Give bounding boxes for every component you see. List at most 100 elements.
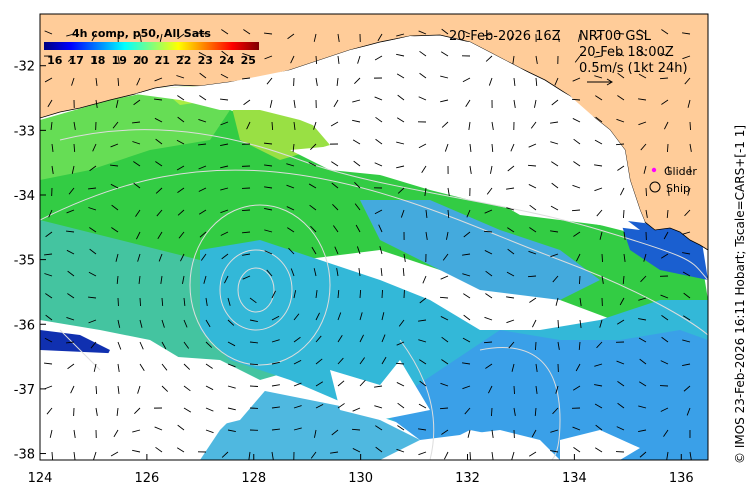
current-arrow [424, 187, 427, 196]
current-arrow [155, 138, 163, 145]
current-arrow [352, 119, 361, 123]
current-arrow [264, 250, 273, 255]
current-arrow [44, 253, 53, 256]
current-arrow [249, 363, 259, 366]
current-arrow [594, 139, 603, 145]
current-arrow [571, 209, 581, 212]
current-arrow [506, 187, 515, 190]
current-arrow [359, 357, 366, 365]
current-arrow [246, 121, 251, 130]
current-arrow [117, 385, 120, 394]
current-arrow [337, 289, 340, 299]
current-arrow [198, 143, 207, 146]
current-arrow [469, 143, 472, 152]
current-arrow [264, 229, 273, 233]
current-arrow [88, 271, 97, 277]
current-arrow [531, 429, 537, 438]
current-arrow [290, 55, 295, 64]
current-arrow [513, 99, 516, 108]
current-arrow [663, 429, 669, 437]
current-arrow [310, 143, 317, 150]
current-arrow [381, 312, 385, 321]
current-arrow [286, 206, 295, 211]
current-arrow [359, 289, 362, 299]
current-arrow [293, 336, 301, 343]
current-arrow [682, 32, 691, 35]
current-arrow [70, 385, 75, 394]
current-arrow [243, 99, 251, 106]
header-vector-scale: 0.5m/s (1kt 24h) [579, 61, 688, 76]
current-arrow [509, 33, 515, 41]
current-arrow [484, 316, 493, 321]
x-tick-label: 128 [241, 471, 266, 486]
current-arrow [468, 121, 471, 130]
current-arrow [220, 121, 229, 126]
current-arrow [220, 209, 229, 214]
current-arrow [485, 55, 493, 62]
current-arrow [177, 95, 185, 101]
current-arrow [110, 183, 119, 189]
current-arrow [579, 319, 582, 328]
current-arrow [550, 230, 559, 233]
current-arrow [396, 341, 405, 346]
current-arrow [158, 253, 163, 262]
current-arrow [242, 253, 251, 256]
current-arrow [667, 143, 669, 153]
current-arrow [638, 337, 647, 343]
current-arrow [271, 406, 280, 409]
current-arrow [551, 99, 559, 106]
current-arrow [594, 164, 603, 167]
current-arrow [469, 165, 472, 174]
current-arrow [155, 161, 163, 167]
current-arrow [287, 227, 295, 233]
current-arrow [532, 319, 537, 328]
current-arrow [51, 143, 54, 152]
current-arrow [578, 341, 581, 351]
current-arrow [133, 161, 141, 167]
current-arrow [400, 209, 405, 218]
current-arrow [419, 297, 427, 304]
current-arrow [599, 231, 603, 240]
current-arrow [484, 250, 493, 255]
current-arrow [418, 451, 427, 456]
current-arrow [374, 405, 383, 409]
current-arrow [682, 339, 691, 343]
current-arrow [45, 231, 53, 238]
current-arrow [221, 451, 229, 458]
current-arrow [139, 297, 141, 307]
current-arrow [462, 30, 471, 35]
current-arrow [571, 98, 581, 101]
current-arrow [421, 165, 427, 173]
current-arrow [660, 52, 669, 57]
current-arrow [241, 209, 251, 212]
current-arrow [331, 161, 339, 167]
colorbar-ticks: 16 17 18 19 20 21 22 23 24 25 [47, 54, 256, 67]
current-arrow [133, 99, 141, 106]
current-arrow [418, 339, 427, 343]
current-arrow [396, 33, 405, 37]
current-arrow [220, 187, 229, 191]
current-arrow [447, 187, 450, 196]
current-arrow [528, 143, 537, 148]
current-arrow [293, 359, 302, 365]
current-arrow [271, 121, 274, 131]
current-arrow [576, 253, 581, 262]
current-arrow [484, 33, 493, 37]
current-arrow [573, 231, 581, 237]
current-arrow [183, 363, 191, 370]
current-arrow [397, 425, 405, 431]
current-arrow [506, 271, 515, 277]
current-arrow [578, 33, 581, 42]
current-arrow [44, 77, 53, 83]
current-arrow [554, 77, 559, 86]
current-arrow [466, 209, 471, 218]
current-arrow [315, 358, 323, 365]
current-arrow [161, 363, 168, 371]
current-arrow [91, 33, 97, 42]
current-arrow [660, 407, 669, 412]
current-arrow [220, 231, 229, 236]
current-arrow [687, 99, 691, 108]
current-arrow [176, 55, 185, 58]
current-arrow [66, 249, 75, 255]
current-arrow [640, 143, 647, 151]
